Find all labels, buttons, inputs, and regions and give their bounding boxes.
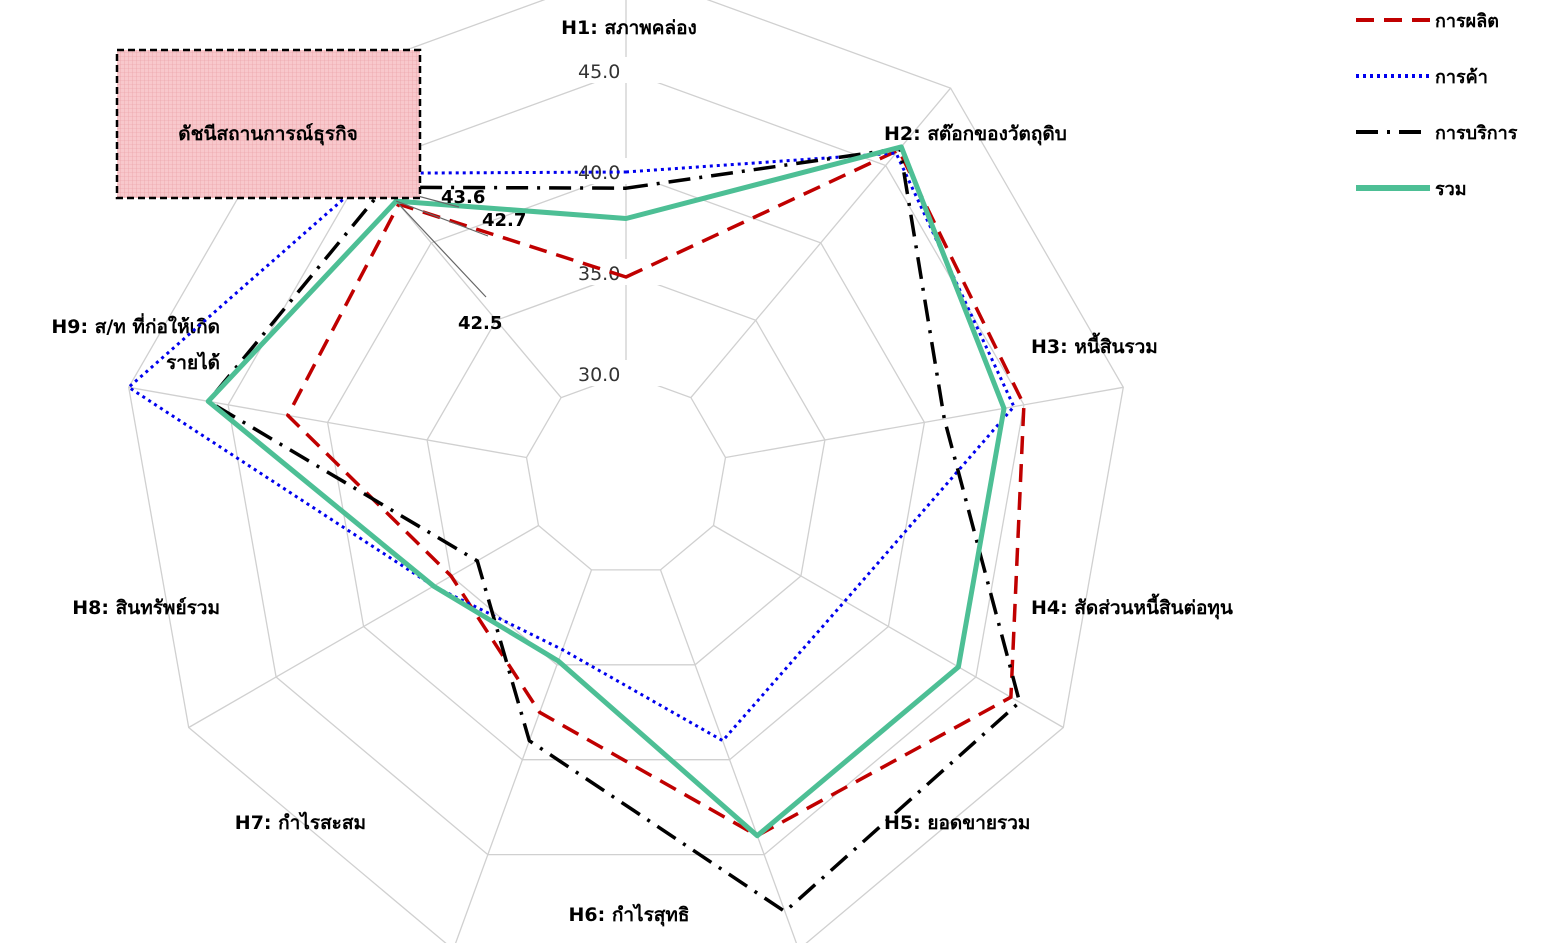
axis-label-8: H8: สินทรัพย์รวม [72,597,220,619]
grid-spoke-6 [188,524,539,729]
data-label-callouts: 43.642.7 42.5 [384,186,526,334]
series-line-1 [127,151,1016,743]
legend-label-1: การค้า [1435,67,1488,88]
axis-label-4: H4: สัดส่วนหนี้สินต่อทุน [1031,593,1233,620]
data-label-1: 42.7 [482,210,526,231]
tick-label-bg-0 [590,360,662,386]
tick-label-2: 40.0 [578,162,620,184]
axis-label-7-line-0: H7: กำไรสะสม [235,811,366,834]
tick-label-1: 35.0 [578,263,620,285]
axis-label-4-line-0: H4: สัดส่วนหนี้สินต่อทุน [1031,593,1233,620]
title-box-frame [115,48,422,200]
axis-label-1: H1: สภาพคล่อง [561,17,697,39]
grid-spoke-1 [690,87,952,399]
tick-label-3: 45.0 [578,61,620,83]
tick-label-bg-1 [590,259,662,285]
callout-leader-1 [395,200,489,237]
axis-label-5: H5: ยอดขายรวม [884,812,1030,834]
grid-spoke-5 [454,569,593,943]
legend-label-3: รวม [1435,179,1467,200]
axis-label-3-line-0: H3: หนี้สินรวม [1031,332,1158,358]
axis-label-6-line-0: H6: กำไรสุทธิ [569,903,690,927]
legend-label-2: การบริการ [1435,123,1518,144]
legend-label-0: การผลิต [1435,11,1499,32]
grid-spoke-2 [725,386,1124,459]
series-line-3 [205,144,1007,839]
axis-label-2-line-0: H2: สต๊อกของวัตถุดิบ [884,123,1067,146]
data-label-0: 43.6 [441,187,485,208]
series-line-0 [286,148,1026,838]
grid-spoke-7 [128,386,527,459]
chart-title: ดัชนีสถานการณ์ธุรกิจ [178,123,357,146]
grid-ring-4 [128,0,1124,943]
axis-label-1-line-0: H1: สภาพคล่อง [561,17,697,39]
grid-spoke-3 [713,524,1064,729]
radar-axis-labels: H1: สภาพคล่อง H2: สต๊อกของวัตถุดิบ H3: หนี… [51,17,1232,927]
axis-label-6: H6: กำไรสุทธิ [569,903,690,927]
axis-label-9: H9: ส/ท ที่ก่อให้เกิดรายได้ [51,313,220,374]
grid-ring-1 [426,272,826,666]
grid-spoke-4 [659,569,798,943]
chart-title-box: ดัชนีสถานการณ์ธุรกิจ [115,48,422,200]
radar-tick-labels: 30.035.040.045.050.0 [578,57,662,386]
grid-ring-0 [525,373,727,571]
axis-label-9-line-0: H9: ส/ท ที่ก่อให้เกิด [51,313,220,338]
tick-label-0: 30.0 [578,364,620,386]
radar-series [127,144,1026,914]
axis-label-5-line-0: H5: ยอดขายรวม [884,812,1030,834]
callout-leader-2 [398,203,487,298]
axis-label-7: H7: กำไรสะสม [235,811,366,834]
axis-label-2: H2: สต๊อกของวัตถุดิบ [884,123,1067,146]
axis-label-3: H3: หนี้สินรวม [1031,332,1158,358]
data-label-2: 42.5 [458,313,502,334]
tick-label-bg-3 [590,57,662,83]
axis-label-9-line-1: รายได้ [166,351,220,374]
axis-label-8-line-0: H8: สินทรัพย์รวม [72,597,220,619]
